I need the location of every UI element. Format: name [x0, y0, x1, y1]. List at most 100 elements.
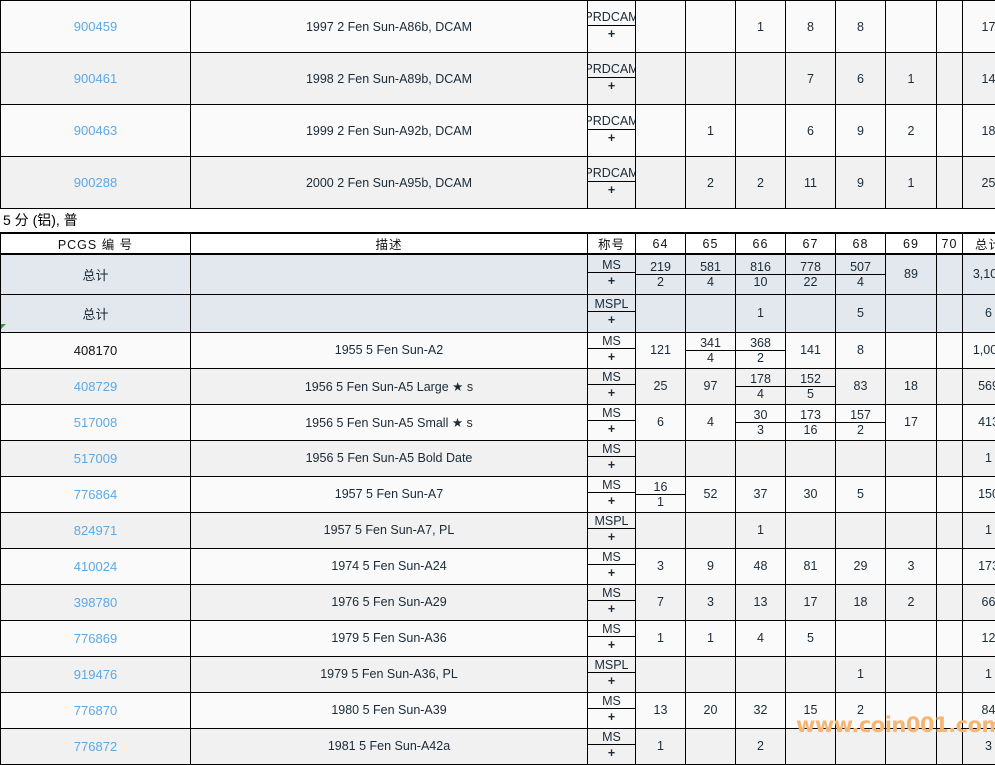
designation-plus: + — [588, 673, 635, 689]
pcgs-number-cell[interactable]: 517008 — [1, 404, 191, 440]
total-cell: 66 — [963, 584, 995, 620]
pcgs-number-cell[interactable]: 398780 — [1, 584, 191, 620]
pcgs-number[interactable]: 517008 — [74, 415, 117, 430]
pcgs-number[interactable]: 900459 — [74, 19, 117, 34]
designation-label: MSPL — [588, 659, 635, 673]
grade-66-cell-ms: 30 — [736, 408, 785, 423]
description-cell — [191, 294, 588, 332]
column-header-description[interactable]: 描述 — [191, 233, 588, 254]
grade-68-cell: 5 — [836, 294, 886, 332]
grade-70-cell — [937, 584, 963, 620]
grade-64-cell — [636, 656, 686, 692]
pcgs-number[interactable]: 900463 — [74, 123, 117, 138]
pcgs-number-cell[interactable]: 900459 — [1, 1, 191, 53]
designation-cell: MS+ — [588, 254, 636, 294]
pcgs-number-cell[interactable]: 410024 — [1, 548, 191, 584]
pcgs-number-cell[interactable]: 517009 — [1, 440, 191, 476]
designation-label: MS — [588, 407, 635, 421]
pcgs-number-cell[interactable]: 900463 — [1, 105, 191, 157]
grade-69-cell: 3 — [886, 548, 937, 584]
column-header-67[interactable]: 67 — [786, 233, 836, 254]
grade-64-cell — [636, 157, 686, 209]
pcgs-number-cell[interactable]: 824971 — [1, 512, 191, 548]
pcgs-number[interactable]: 410024 — [74, 559, 117, 574]
pcgs-number[interactable]: 776870 — [74, 703, 117, 718]
grade-66-cell-plus: 2 — [736, 351, 785, 365]
designation-cell: MS+ — [588, 404, 636, 440]
designation-cell: MSPL+ — [588, 512, 636, 548]
column-header-69[interactable]: 69 — [886, 233, 937, 254]
column-header-designation[interactable]: 称号 — [588, 233, 636, 254]
pcgs-number-cell[interactable]: 776870 — [1, 692, 191, 728]
grade-68-cell: 29 — [836, 548, 886, 584]
pcgs-number-cell[interactable]: 408729 — [1, 368, 191, 404]
description-cell: 1997 2 Fen Sun-A86b, DCAM — [191, 1, 588, 53]
designation-label: PRDCAM — [588, 63, 635, 77]
pcgs-number[interactable]: 776869 — [74, 631, 117, 646]
designation-plus: + — [588, 457, 635, 473]
grade-69-cell: 2 — [886, 105, 937, 157]
pcgs-number[interactable]: 900288 — [74, 175, 117, 190]
grade-69-cell — [886, 512, 937, 548]
total-cell: 3,106 — [963, 254, 995, 294]
grade-70-cell — [937, 620, 963, 656]
column-header-70[interactable]: 70 — [937, 233, 963, 254]
grade-65-cell: 4 — [686, 404, 736, 440]
pcgs-number[interactable]: 408729 — [74, 379, 117, 394]
grade-65-cell — [686, 512, 736, 548]
grade-69-cell: 1 — [886, 157, 937, 209]
grade-64-cell — [636, 294, 686, 332]
grade-67-cell: 17 — [786, 584, 836, 620]
designation-plus: + — [588, 273, 635, 289]
grade-68-cell-ms: 507 — [836, 260, 885, 275]
grade-67-cell: 81 — [786, 548, 836, 584]
column-header-68[interactable]: 68 — [836, 233, 886, 254]
grade-67-cell: 8 — [786, 1, 836, 53]
designation-cell: MS+ — [588, 368, 636, 404]
column-header-66[interactable]: 66 — [736, 233, 786, 254]
pcgs-number[interactable]: 398780 — [74, 595, 117, 610]
grade-70-cell — [937, 157, 963, 209]
pcgs-number[interactable]: 517009 — [74, 451, 117, 466]
column-header-65[interactable]: 65 — [686, 233, 736, 254]
designation-cell: MS+ — [588, 692, 636, 728]
pcgs-number-cell[interactable]: 776864 — [1, 476, 191, 512]
pcgs-number[interactable]: 900461 — [74, 71, 117, 86]
pcgs-number[interactable]: 776872 — [74, 739, 117, 754]
designation-label: PRDCAM — [588, 167, 635, 181]
grade-66-cell-ms: 368 — [736, 336, 785, 351]
pcgs-number-cell[interactable]: 776869 — [1, 620, 191, 656]
designation-label: MSPL — [588, 515, 635, 529]
description-cell: 1979 5 Fen Sun-A36 — [191, 620, 588, 656]
grade-69-cell — [886, 1, 937, 53]
grade-64-cell: 121 — [636, 332, 686, 368]
total-cell: 6 — [963, 294, 995, 332]
description-cell: 1955 5 Fen Sun-A2 — [191, 332, 588, 368]
grade-67-cell — [786, 440, 836, 476]
pcgs-number-cell[interactable]: 900288 — [1, 157, 191, 209]
column-header-pcgs[interactable]: PCGS 编 号 — [1, 233, 191, 254]
pcgs-number-cell[interactable]: 900461 — [1, 53, 191, 105]
pcgs-number[interactable]: 776864 — [74, 487, 117, 502]
column-header-total[interactable]: 总计 — [963, 233, 995, 254]
pcgs-number[interactable]: 919476 — [74, 667, 117, 682]
grade-70-cell — [937, 1, 963, 53]
grade-68-cell: 6 — [836, 53, 886, 105]
description-cell: 1976 5 Fen Sun-A29 — [191, 584, 588, 620]
column-header-64[interactable]: 64 — [636, 233, 686, 254]
designation-plus: + — [588, 565, 635, 581]
pcgs-number[interactable]: 824971 — [74, 523, 117, 538]
designation-cell: MS+ — [588, 332, 636, 368]
pcgs-number-cell[interactable]: 919476 — [1, 656, 191, 692]
designation-cell: MS+ — [588, 476, 636, 512]
designation-plus: + — [588, 493, 635, 509]
grade-64-cell: 25 — [636, 368, 686, 404]
grade-69-cell: 89 — [886, 254, 937, 294]
grade-70-cell — [937, 512, 963, 548]
